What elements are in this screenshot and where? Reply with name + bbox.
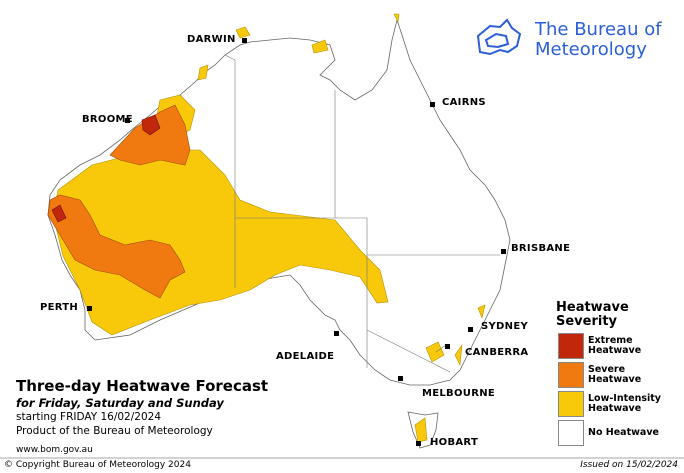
legend-title: Heatwave Severity [556, 300, 629, 329]
city-marker [242, 38, 247, 43]
legend-swatch [558, 362, 584, 388]
city-label: BROOME [82, 114, 133, 125]
state-borders [224, 54, 500, 373]
logo-text: The Bureau of Meteorology [535, 19, 662, 60]
city-label: PERTH [40, 302, 79, 313]
legend-label: No Heatwave [588, 427, 659, 438]
starting: starting FRIDAY 16/02/2024 [16, 411, 162, 423]
low-intensity-area [197, 13, 486, 443]
city-marker [430, 102, 435, 107]
city-marker [125, 118, 130, 123]
city-label: CANBERRA [465, 347, 529, 358]
copyright: © Copyright Bureau of Meteorology 2024 [4, 460, 191, 470]
city-label: MELBOURNE [422, 388, 495, 399]
city-label: SYDNEY [481, 321, 528, 332]
city-label: DARWIN [187, 34, 236, 45]
extreme-area [51, 114, 161, 223]
city-marker [87, 306, 92, 311]
heatwave-areas [47, 13, 486, 443]
legend-label: Low-Intensity Heatwave [588, 393, 661, 414]
low-intensity-area [52, 149, 389, 336]
city-marker [398, 376, 403, 381]
severe-area [47, 194, 186, 299]
title: Three-day Heatwave Forecast [16, 377, 269, 395]
city-label: HOBART [430, 437, 479, 448]
city-marker [334, 331, 339, 336]
legend-label: Severe Heatwave [588, 364, 642, 385]
city-marker [501, 249, 506, 254]
city-marker [445, 344, 450, 349]
legend-label: Extreme Heatwave [588, 335, 642, 356]
city-label: BRISBANE [511, 243, 571, 254]
border [224, 54, 500, 373]
legend-swatch [558, 333, 584, 359]
city-marker [416, 441, 421, 446]
legend-swatch [558, 420, 584, 446]
city-marker [468, 327, 473, 332]
city-label: ADELAIDE [276, 351, 335, 362]
product: Product of the Bureau of Meteorology [16, 425, 213, 437]
logo-icon [476, 18, 522, 56]
issued: Issued on 15/02/2024 [580, 460, 678, 470]
legend-swatch [558, 391, 584, 417]
url: www.bom.gov.au [16, 445, 93, 455]
city-label: CAIRNS [442, 97, 486, 108]
subtitle: for Friday, Saturday and Sunday [16, 396, 224, 410]
